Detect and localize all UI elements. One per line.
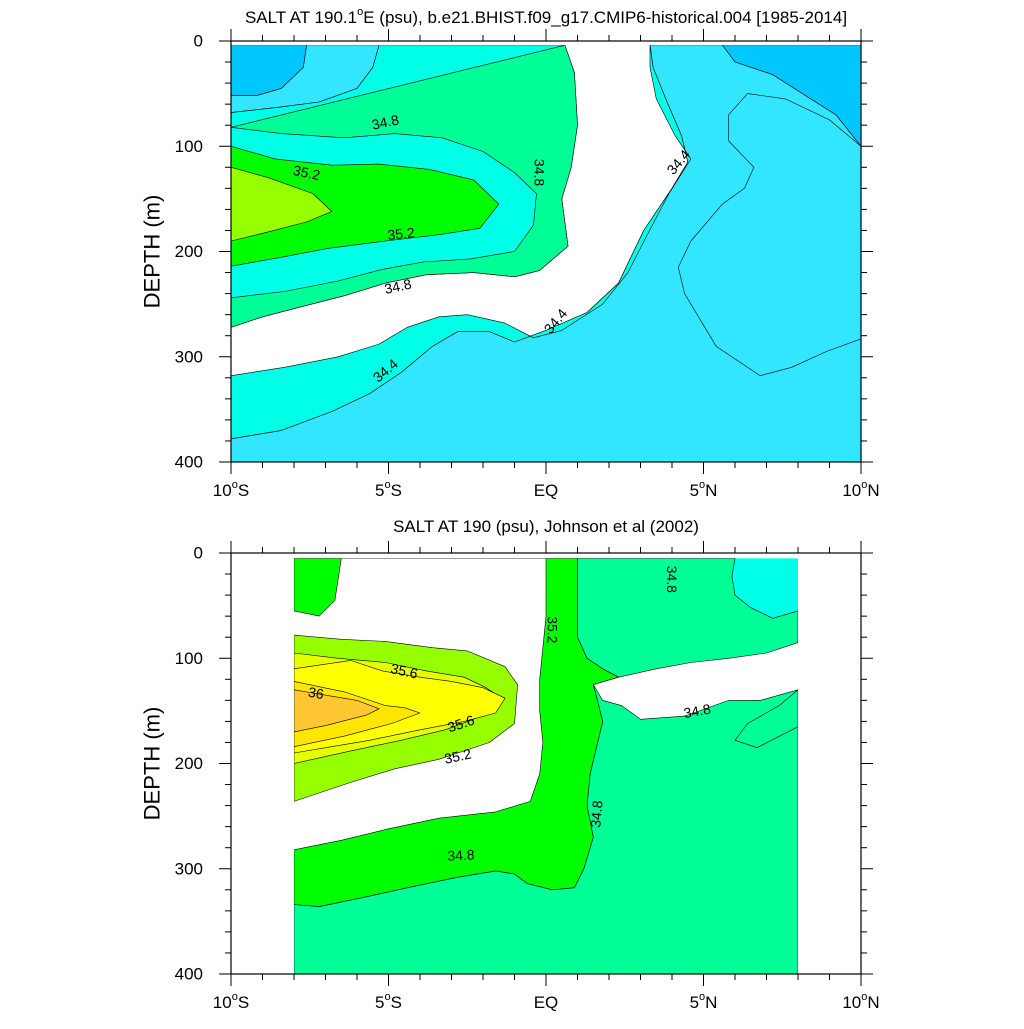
y-tick-label: 400 <box>175 965 203 984</box>
contour-label: 35.2 <box>443 745 473 766</box>
x-tick-label: 5oN <box>690 991 718 1012</box>
y-tick-label: 0 <box>194 544 203 563</box>
panel-1: 34.835.235.234.834.434.8 34.434.401002003… <box>140 6 880 500</box>
y-tick-label: 400 <box>175 453 203 472</box>
contour-label: 34.8 <box>447 846 475 863</box>
y-axis-label: DEPTH (m) <box>140 707 165 821</box>
contour-band-35.2-35.6 <box>294 558 619 907</box>
contour-fills <box>231 45 861 463</box>
contour-band-34.4-34.8 <box>731 558 798 619</box>
contour-label: 35.2 <box>544 616 560 643</box>
contour-label: 34.8 <box>370 111 400 132</box>
contour-label: 34.8 <box>682 701 712 722</box>
panel-2: 35.63635.635.235.234.834.834.834.8010020… <box>140 517 880 1012</box>
y-tick-label: 100 <box>175 649 203 668</box>
contour-label: 34.8 <box>532 159 548 186</box>
contour-label: 34.8 <box>587 800 605 829</box>
chart-title: SALT AT 190.1oE (psu), b.e21.BHIST.f09_g… <box>245 6 847 27</box>
y-tick-label: 200 <box>175 242 203 261</box>
contour-label: 34.8 <box>664 566 680 593</box>
y-tick-label: 0 <box>194 32 203 51</box>
x-tick-label: 5oS <box>375 991 402 1012</box>
y-tick-label: 300 <box>175 347 203 366</box>
y-tick-label: 100 <box>175 137 203 156</box>
contour-band-35.6-36.0 <box>231 167 333 242</box>
x-tick-label: 10oS <box>213 991 249 1012</box>
contour-label: 34.8 <box>383 276 413 297</box>
contour-band-gt-37.2 <box>294 689 380 733</box>
x-tick-label: EQ <box>534 481 559 500</box>
contour-band-35.2-35.6 <box>231 146 500 267</box>
contour-label: 35.2 <box>387 224 416 243</box>
contour-label: 35.2 <box>292 162 322 183</box>
contour-label: 35.6 <box>389 660 419 681</box>
contour-band-34.8-35.2 <box>231 45 578 328</box>
x-tick-label: 10oN <box>842 479 879 500</box>
y-axis-label: DEPTH (m) <box>140 195 165 309</box>
chart-title: SALT AT 190 (psu), Johnson et al (2002) <box>393 517 699 536</box>
x-tick-label: 10oS <box>213 479 249 500</box>
contour-label: 36 <box>307 684 325 702</box>
x-tick-label: 10oN <box>842 991 879 1012</box>
y-tick-label: 300 <box>175 859 203 878</box>
contour-fills <box>294 558 798 974</box>
x-tick-label: 5oS <box>375 479 402 500</box>
y-tick-label: 200 <box>175 754 203 773</box>
x-tick-label: 5oN <box>690 479 718 500</box>
x-tick-label: EQ <box>534 993 559 1012</box>
